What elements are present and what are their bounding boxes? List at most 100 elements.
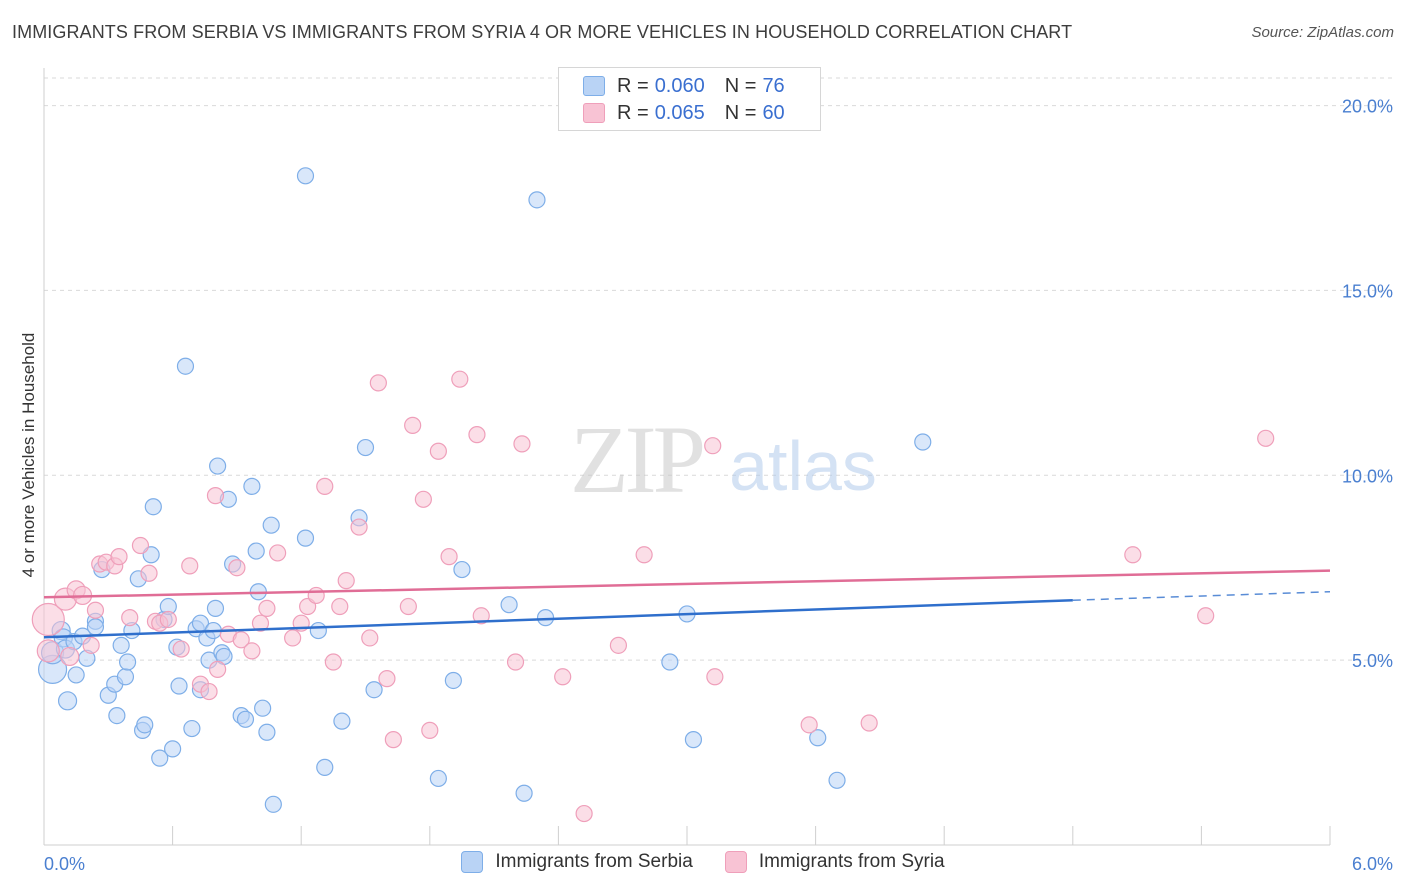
stats-legend: R = 0.060 N = 76 R = 0.065 N = 60	[558, 67, 821, 131]
serbia-point	[500, 596, 518, 614]
syria-point	[140, 564, 158, 582]
syria-point	[209, 660, 227, 678]
serbia-n-value: 76	[762, 74, 785, 97]
syria-point	[1197, 607, 1215, 625]
serbia-point	[528, 191, 546, 209]
x-tick-label: 0.0%	[44, 854, 85, 874]
tick-labels: 5.0% 10.0% 15.0% 20.0% 0.0% 6.0%	[44, 97, 1393, 874]
syria-point	[404, 416, 422, 434]
source-credit: Source: ZipAtlas.com	[1251, 24, 1394, 41]
serbia-point	[86, 618, 105, 636]
y-tick-label: 15.0%	[1342, 281, 1393, 301]
serbia-point	[144, 498, 162, 516]
syria-point	[451, 370, 469, 388]
serbia-point	[136, 716, 154, 734]
syria-legend-swatch	[724, 851, 747, 873]
serbia-point	[316, 758, 334, 776]
syria-point	[206, 487, 225, 505]
syria-point	[554, 668, 572, 686]
serbia-point	[258, 723, 276, 741]
syria-point	[159, 610, 177, 629]
serbia-point	[264, 795, 282, 813]
serbia-point	[118, 653, 137, 671]
syria-point	[121, 609, 139, 627]
syria-point	[284, 629, 302, 647]
syria-point	[228, 559, 246, 577]
chart-title: IMMIGRANTS FROM SERBIA VS IMMIGRANTS FRO…	[12, 22, 1073, 42]
syria-point	[172, 640, 190, 658]
serbia-point	[116, 668, 135, 686]
syria-point	[31, 602, 65, 637]
watermark-atlas: atlas	[729, 427, 877, 505]
serbia-point	[108, 707, 126, 725]
serbia-point	[296, 529, 315, 547]
syria-point	[468, 426, 486, 444]
syria-point	[307, 586, 325, 605]
serbia-point	[515, 784, 533, 802]
syria-point	[706, 668, 724, 686]
syria-point	[82, 636, 100, 654]
syria-point	[337, 572, 355, 590]
syria-point	[110, 548, 128, 566]
serbia-point	[365, 681, 383, 699]
syria-point	[232, 631, 250, 649]
syria-point	[414, 490, 432, 508]
syria-point	[704, 437, 722, 455]
syria-n-value: 60	[762, 101, 785, 124]
syria-point	[251, 614, 270, 632]
syria-point	[800, 716, 818, 734]
syria-point	[513, 435, 531, 453]
syria-point	[369, 374, 387, 392]
syria-point	[1257, 429, 1275, 447]
serbia-point	[333, 712, 351, 730]
syria-point	[361, 629, 379, 647]
syria-point	[131, 536, 150, 555]
syria-point	[331, 597, 349, 616]
syria-point	[243, 642, 261, 660]
serbia-point	[296, 167, 315, 185]
serbia-point	[112, 636, 130, 654]
syria-swatch	[583, 103, 605, 123]
syria-trend-line	[43, 569, 1331, 599]
serbia-point	[164, 740, 182, 758]
serbia-point	[453, 560, 471, 579]
syria-point	[316, 477, 334, 495]
serbia-point	[254, 699, 272, 717]
syria-point	[506, 653, 525, 671]
syria-point	[36, 639, 60, 663]
n-label: N =	[724, 101, 757, 124]
serbia-trend-extension	[1072, 590, 1331, 602]
legend-item-syria[interactable]: Immigrants from Syria	[724, 851, 945, 873]
r-label: R =	[617, 74, 649, 97]
syria-point	[384, 731, 402, 749]
syria-point	[86, 601, 105, 619]
serbia-trend-line	[43, 599, 1073, 639]
syria-point	[60, 646, 80, 667]
syria-point	[378, 670, 396, 688]
serbia-point	[236, 710, 255, 728]
serbia-point	[170, 677, 188, 695]
syria-point	[860, 714, 878, 732]
serbia-point	[183, 719, 201, 738]
serbia-swatch	[583, 76, 605, 96]
legend-item-serbia[interactable]: Immigrants from Serbia	[461, 851, 693, 873]
y-tick-label: 5.0%	[1352, 651, 1393, 671]
serbia-point	[243, 477, 261, 495]
serbia-point	[356, 438, 375, 457]
trend-lines	[43, 569, 1331, 639]
syria-point	[609, 636, 628, 654]
legend-row-serbia: R = 0.060 N = 76	[583, 73, 785, 99]
x-tick-label: 6.0%	[1352, 854, 1393, 874]
data-points	[31, 167, 1275, 823]
syria-point	[575, 804, 593, 823]
syria-point	[421, 721, 439, 739]
series-legend: Immigrants from Serbia Immigrants from S…	[0, 851, 1406, 873]
serbia-point	[444, 671, 462, 690]
serbia-point	[914, 433, 932, 451]
watermark: ZIP atlas	[570, 406, 877, 513]
serbia-point	[67, 666, 85, 684]
syria-point	[258, 599, 276, 617]
watermark-zip: ZIP	[570, 406, 703, 513]
n-label: N =	[724, 74, 757, 97]
serbia-point	[57, 691, 78, 711]
